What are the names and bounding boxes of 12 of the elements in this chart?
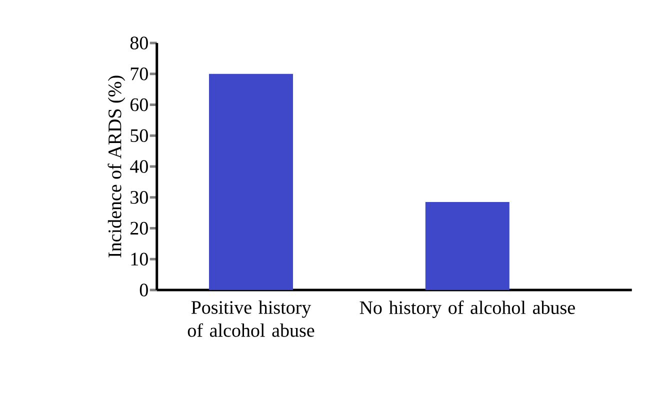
y-axis-title: Incidence of ARDS (%) xyxy=(108,76,126,258)
y-tick-label: 40 xyxy=(130,160,148,173)
y-tick-label: 80 xyxy=(130,36,148,50)
y-tick-label: 20 xyxy=(130,222,148,235)
y-tick-label: 10 xyxy=(131,252,148,266)
x-tick-label: Positive history of alcohol abuse xyxy=(188,300,314,337)
y-tick-label: 50 xyxy=(130,129,148,142)
y-tick-label: 60 xyxy=(130,98,148,112)
x-tick-label: No history of alcohol abuse xyxy=(360,300,575,318)
y-tick-label: 30 xyxy=(130,190,148,204)
y-tick-label: 70 xyxy=(130,67,148,80)
y-tick-label: 0 xyxy=(140,284,148,296)
